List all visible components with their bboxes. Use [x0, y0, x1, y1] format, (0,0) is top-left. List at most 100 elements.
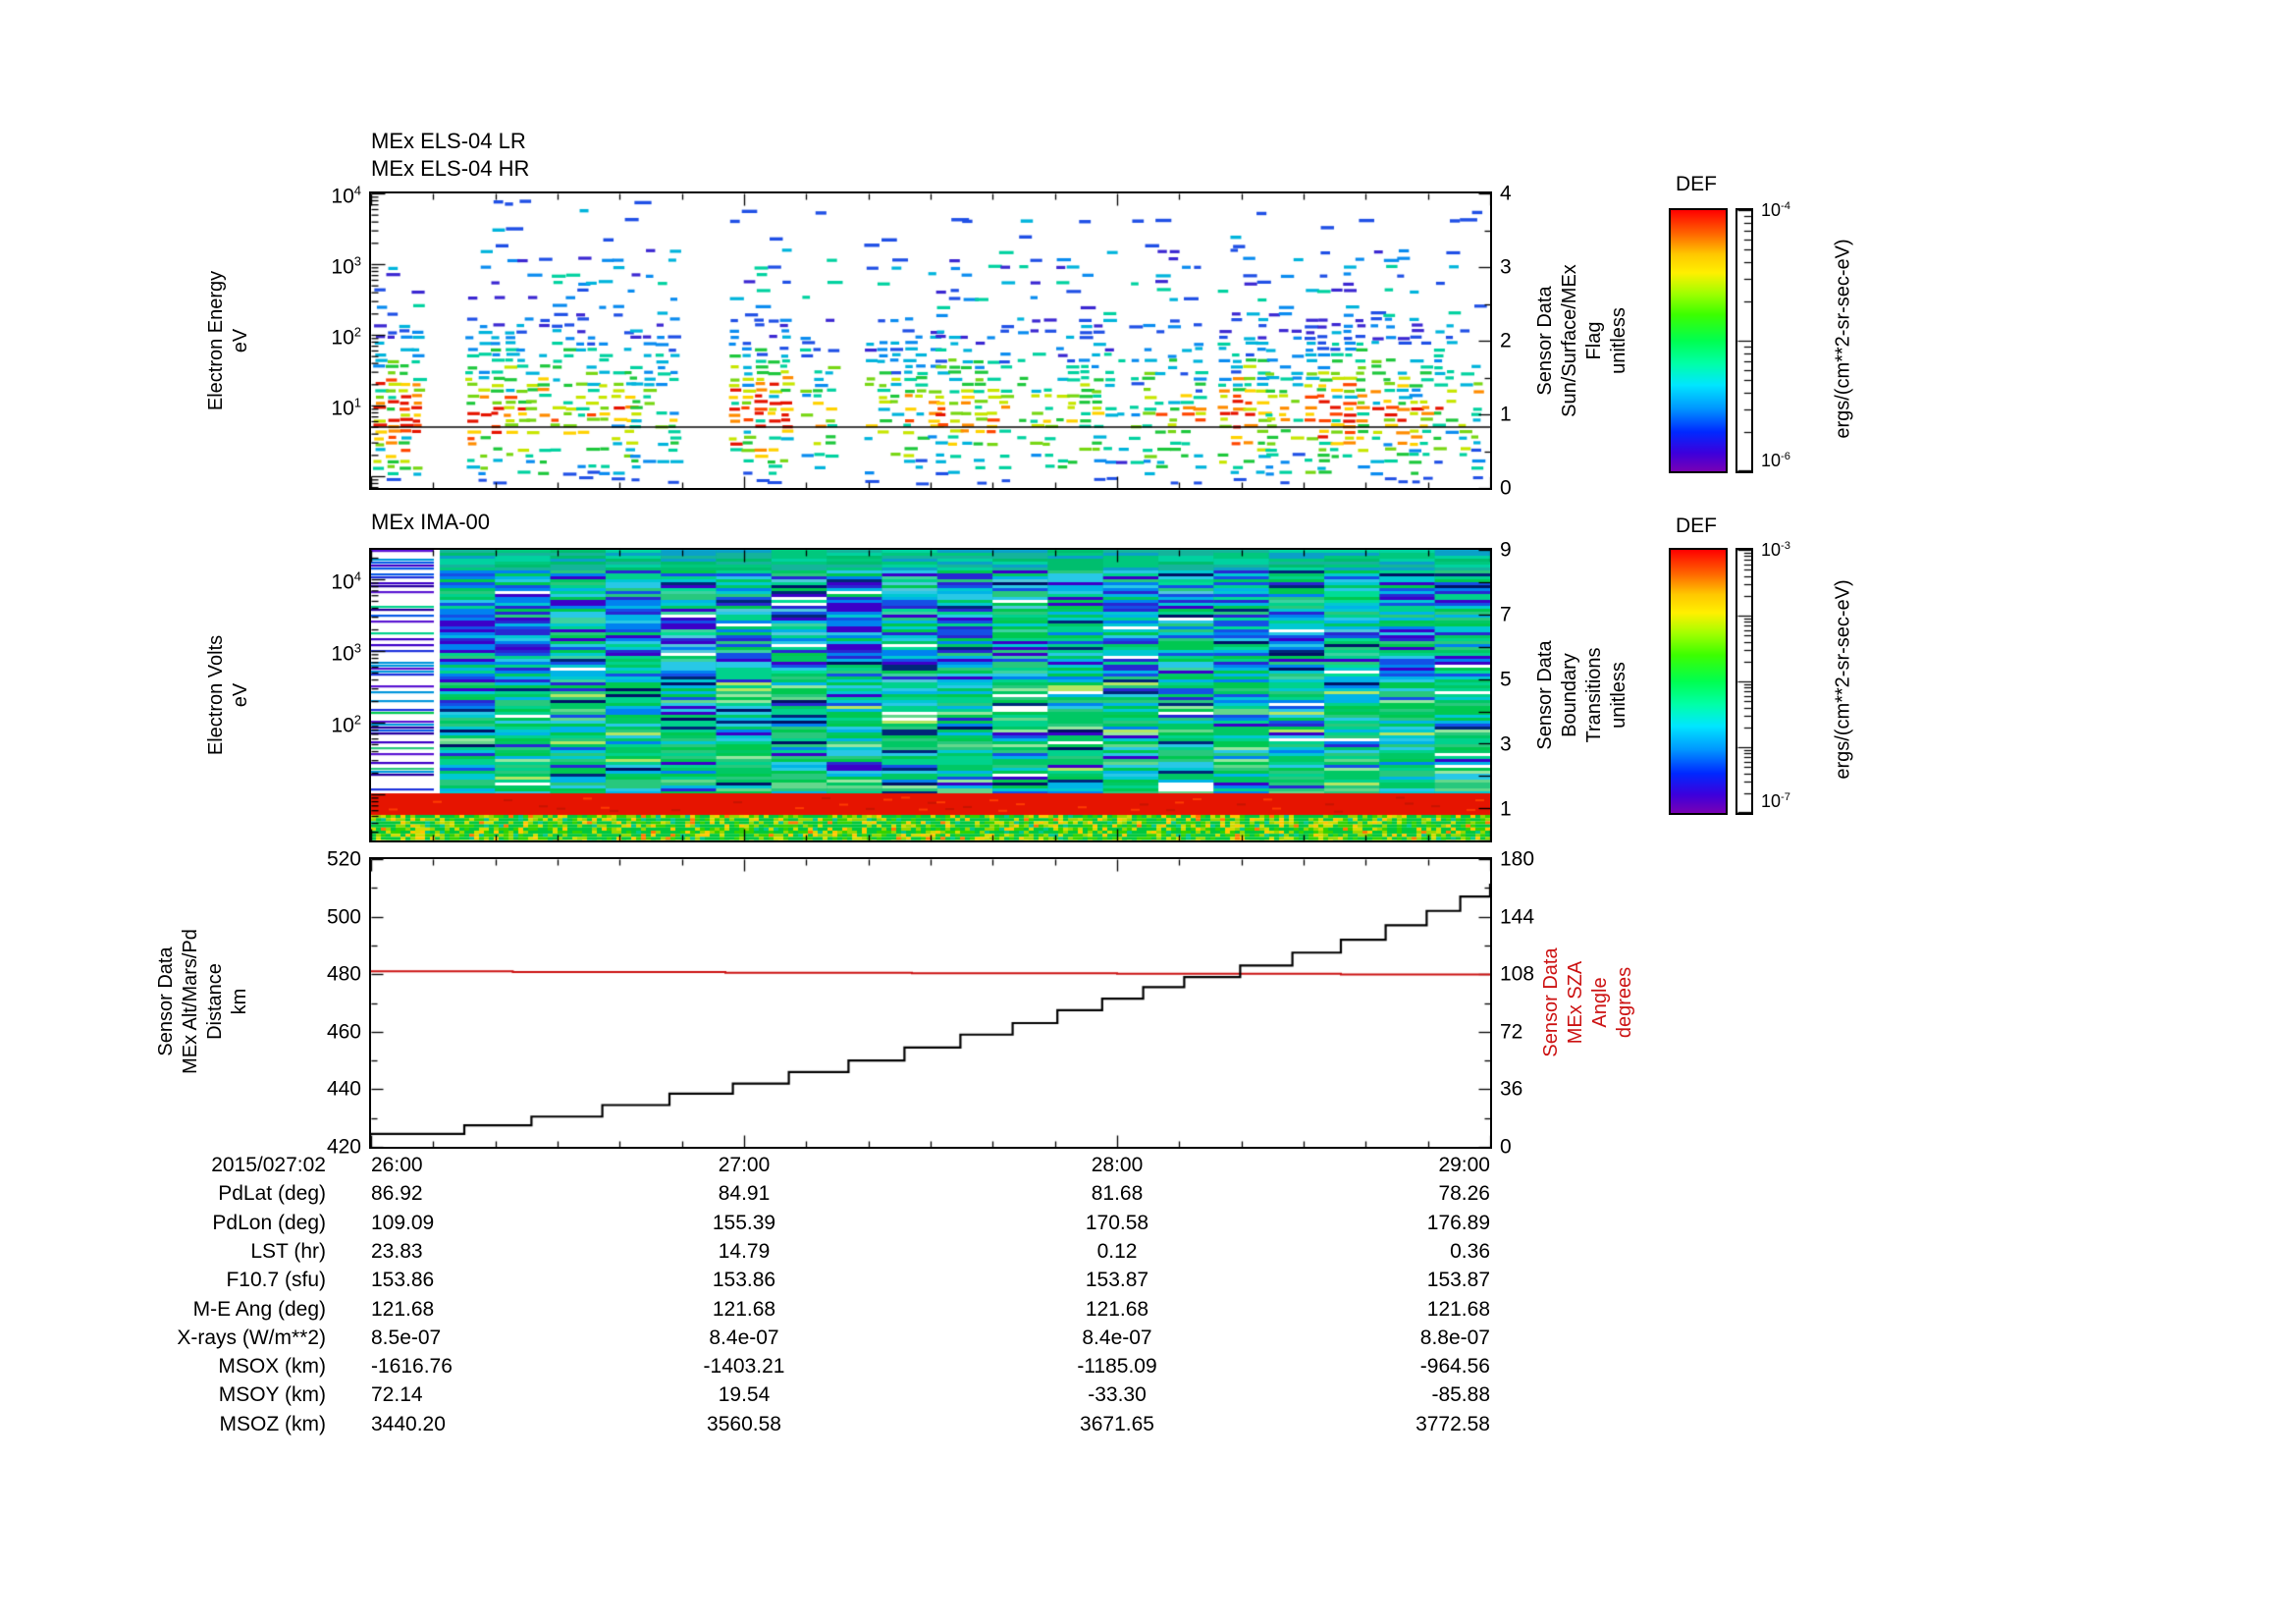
- altitude-sza-line-canvas: [371, 859, 1490, 1147]
- ima-y-right-tick: 1: [1500, 797, 1512, 821]
- colorbar2-scale-ruler: [1735, 548, 1753, 815]
- colorbar1-title: DEF: [1676, 173, 1717, 195]
- table-row: MSOY (km) 72.14 19.54 -33.30 -85.88: [0, 1380, 2296, 1409]
- els-title-line-1: MEx ELS-04 LR: [371, 129, 526, 153]
- colorbar2-units-label: ergs/(cm**2-sr-sec-eV): [1832, 579, 1854, 780]
- cell: 0.36: [1450, 1239, 1490, 1263]
- colorbar2-title: DEF: [1676, 514, 1717, 537]
- line-y-left-tick: 520: [326, 847, 361, 871]
- line-y-left-tick: 420: [326, 1135, 361, 1159]
- ima-y-right-tick: 7: [1500, 603, 1512, 626]
- els-spectrogram-canvas: [371, 193, 1490, 488]
- els-y-left-tick: 104: [331, 183, 361, 208]
- cell: 121.68: [712, 1297, 776, 1321]
- els-panel-title: MEx ELS-04 LR MEx ELS-04 HR: [371, 128, 529, 183]
- cell: 153.86: [712, 1269, 776, 1292]
- cell: 109.09: [371, 1211, 435, 1234]
- cell: -1185.09: [1077, 1355, 1157, 1379]
- ima-y-right-tick: 9: [1500, 538, 1512, 562]
- els-title-line-2: MEx ELS-04 HR: [371, 156, 530, 181]
- ima-y-left-axis-title: Electron Volts eV: [205, 634, 251, 756]
- line-y-right-tick: 72: [1500, 1020, 1523, 1044]
- els-y-right-tick: 2: [1500, 329, 1512, 352]
- row-label: F10.7 (sfu): [226, 1269, 326, 1292]
- cell: 153.87: [1085, 1269, 1149, 1292]
- cell: -964.56: [1419, 1355, 1490, 1379]
- cell: 121.68: [1426, 1297, 1490, 1321]
- colorbar2-min-label: 10-7: [1761, 791, 1790, 811]
- colorbar1-scale-ruler: [1735, 208, 1753, 473]
- colorbar1-max-label: 10-4: [1761, 200, 1790, 220]
- els-y-left-axis-title: Electron Energy eV: [205, 270, 251, 411]
- cell: -85.88: [1431, 1383, 1490, 1407]
- cell: -1403.21: [703, 1355, 785, 1379]
- row-label: M-E Ang (deg): [192, 1297, 326, 1321]
- cell: 26:00: [371, 1154, 423, 1176]
- line-y-right-tick: 36: [1500, 1077, 1523, 1101]
- table-row: F10.7 (sfu) 153.86 153.86 153.87 153.87: [0, 1266, 2296, 1294]
- colorbar2-gradient: [1669, 548, 1728, 815]
- cell: 3440.20: [371, 1412, 446, 1435]
- table-row: X-rays (W/m**2) 8.5e-07 8.4e-07 8.4e-07 8.8e…: [0, 1324, 2296, 1352]
- cell: 153.86: [371, 1269, 435, 1292]
- row-label: MSOY (km): [218, 1383, 326, 1407]
- cell: 8.4e-07: [709, 1325, 779, 1349]
- cell: 153.87: [1426, 1269, 1490, 1292]
- line-y-left-tick: 440: [326, 1077, 361, 1101]
- cell: 121.68: [1085, 1297, 1149, 1321]
- line-y-left-tick: 500: [326, 905, 361, 929]
- table-row: MSOX (km) -1616.76 -1403.21 -1185.09 -964.56: [0, 1352, 2296, 1380]
- altitude-sza-line-panel: [369, 857, 1492, 1149]
- ima-y-right-tick: 5: [1500, 668, 1512, 691]
- row-label: PdLon (deg): [212, 1211, 326, 1234]
- ima-y-left-tick: 102: [331, 712, 361, 737]
- ima-y-left-tick: 104: [331, 568, 361, 594]
- time-axis-row: 2015/027:02 26:00 27:00 28:00 29:00: [0, 1151, 2296, 1179]
- ima-y-left-tick: 103: [331, 640, 361, 666]
- line-y-left-tick: 460: [326, 1020, 361, 1044]
- cell: 72.14: [371, 1383, 423, 1407]
- line-y-right-tick: 144: [1500, 905, 1535, 929]
- ima-spectrogram-canvas: [371, 550, 1490, 840]
- ima-y-right-tick: 3: [1500, 732, 1512, 756]
- cell: 86.92: [371, 1182, 423, 1206]
- els-y-right-tick: 1: [1500, 403, 1512, 426]
- cell: 0.12: [1096, 1239, 1138, 1263]
- ima-y-right-axis-title: Sensor Data Boundary Transitions unitles…: [1534, 640, 1629, 750]
- cell: 3560.58: [707, 1412, 781, 1435]
- cell: 155.39: [712, 1211, 776, 1234]
- cell: 19.54: [718, 1383, 771, 1407]
- cell: 8.8e-07: [1419, 1325, 1490, 1349]
- row-label: MSOZ (km): [219, 1412, 326, 1435]
- table-row: PdLon (deg) 109.09 155.39 170.58 176.89: [0, 1209, 2296, 1237]
- cell: 121.68: [371, 1297, 435, 1321]
- line-y-left-tick: 480: [326, 962, 361, 986]
- ima-spectrogram-panel: [369, 548, 1492, 842]
- colorbar1-units-label: ergs/(cm**2-sr-sec-eV): [1832, 239, 1854, 439]
- cell: 3772.58: [1415, 1412, 1490, 1435]
- cell: 28:00: [1091, 1154, 1144, 1176]
- els-y-left-tick: 103: [331, 253, 361, 279]
- cell: 3671.65: [1080, 1412, 1154, 1435]
- row-label: LST (hr): [250, 1239, 326, 1263]
- table-row: M-E Ang (deg) 121.68 121.68 121.68 121.68: [0, 1295, 2296, 1324]
- colorbar1-ruler-canvas: [1737, 210, 1751, 471]
- cell: 170.58: [1085, 1211, 1149, 1234]
- cell: 27:00: [718, 1154, 771, 1176]
- cell: 8.5e-07: [371, 1325, 442, 1349]
- els-y-right-tick: 3: [1500, 255, 1512, 279]
- cell: 8.4e-07: [1082, 1325, 1152, 1349]
- table-row: MSOZ (km) 3440.20 3560.58 3671.65 3772.58: [0, 1410, 2296, 1438]
- cell: 23.83: [371, 1239, 423, 1263]
- row-label: X-rays (W/m**2): [177, 1325, 326, 1349]
- line-y-right-tick: 0: [1500, 1135, 1512, 1159]
- cell: 84.91: [718, 1182, 771, 1206]
- els-spectrogram-panel: [369, 191, 1492, 490]
- cell: -33.30: [1088, 1383, 1147, 1407]
- colorbar1-min-label: 10-6: [1761, 451, 1790, 470]
- els-y-left-tick: 101: [331, 395, 361, 420]
- row-label: PdLat (deg): [218, 1182, 326, 1206]
- row-label: 2015/027:02: [211, 1154, 326, 1176]
- colorbar2-ruler-canvas: [1737, 550, 1751, 813]
